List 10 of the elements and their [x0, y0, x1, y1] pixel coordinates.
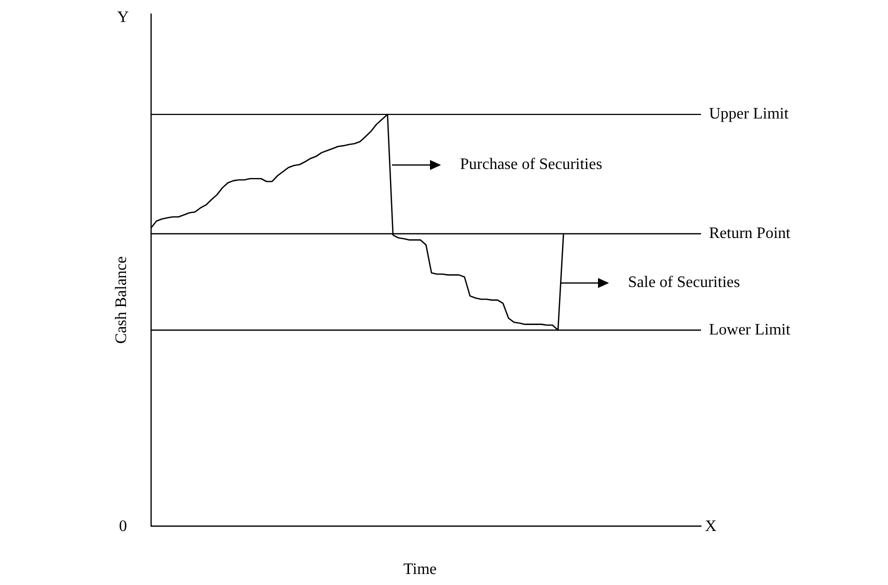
annotation: Sale of Securities — [628, 274, 740, 292]
ref-line-label: Upper Limit — [709, 106, 790, 123]
y-axis-title: Cash Balance — [113, 256, 130, 344]
text: X — [705, 518, 717, 536]
ref-line-label: Lower Limit — [709, 321, 791, 338]
x-axis-title: Time — [403, 561, 437, 578]
ref-line-label: Return Point — [709, 224, 791, 242]
text: Y — [117, 9, 130, 26]
text: 0 — [119, 518, 127, 536]
annotation: Purchase of Securities — [460, 156, 602, 174]
